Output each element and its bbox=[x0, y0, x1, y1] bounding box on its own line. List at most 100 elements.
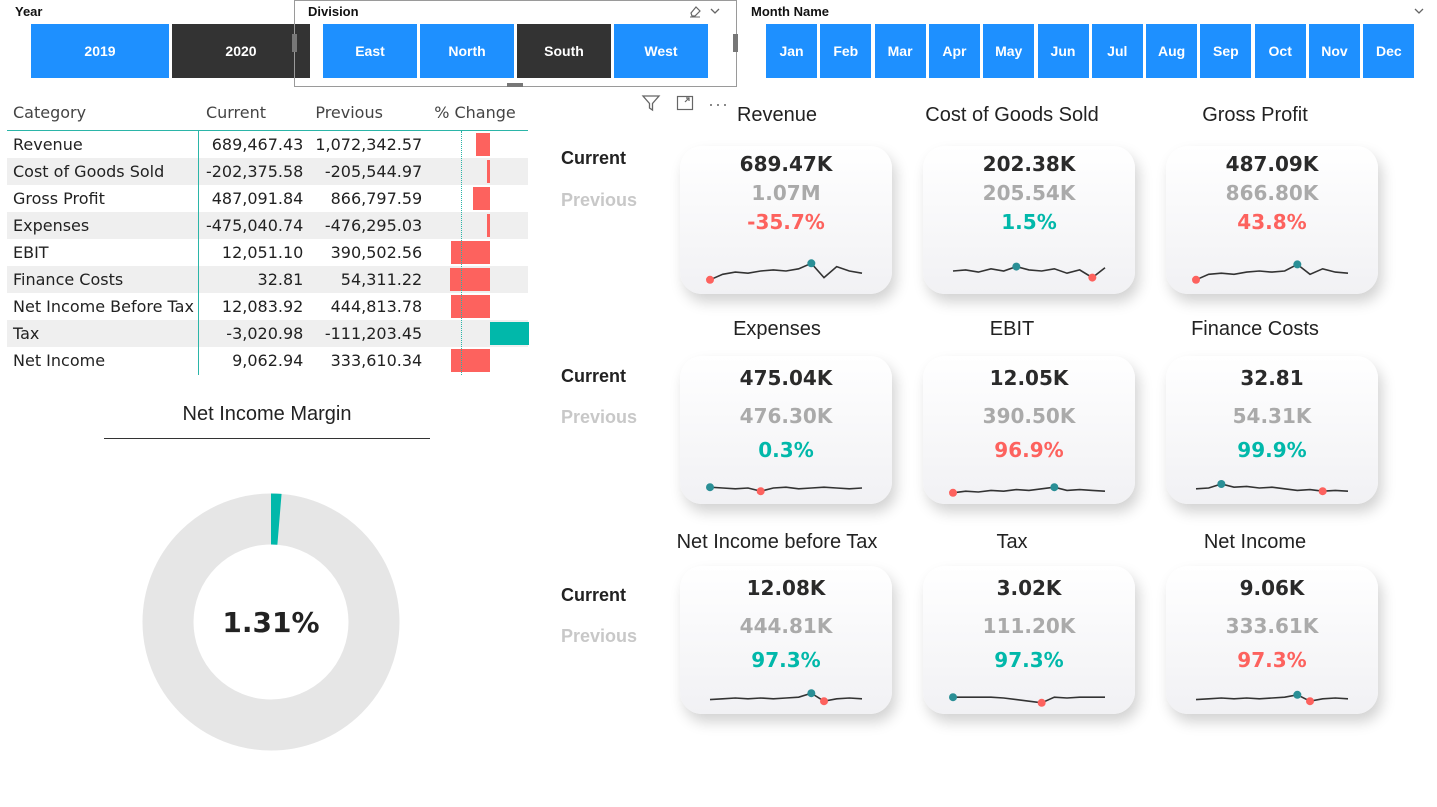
resize-handle-bottom[interactable] bbox=[507, 83, 523, 87]
pct-change-bar bbox=[487, 160, 491, 183]
sparkline-path bbox=[709, 692, 863, 703]
kpi-card[interactable]: 32.81 54.31K 99.9% bbox=[1166, 356, 1378, 504]
filter-icon[interactable] bbox=[641, 94, 661, 117]
kpi-card[interactable]: 9.06K 333.61K 97.3% bbox=[1166, 566, 1378, 714]
header-category[interactable]: Category bbox=[7, 94, 200, 131]
cell-previous: -476,295.03 bbox=[309, 212, 429, 239]
more-options-icon[interactable]: ··· bbox=[708, 94, 729, 114]
kpi-card[interactable]: 689.47K 1.07M -35.7% bbox=[680, 146, 892, 294]
matrix-row[interactable]: Revenue 689,467.43 1,072,342.57 bbox=[7, 131, 528, 159]
kpi-change-value: 96.9% bbox=[994, 438, 1064, 462]
pct-change-bar bbox=[490, 322, 530, 345]
division-option-north[interactable]: North bbox=[420, 24, 514, 78]
cell-current: -202,375.58 bbox=[199, 158, 310, 185]
division-option-south[interactable]: South bbox=[517, 24, 611, 78]
kpi-sparkline bbox=[706, 483, 863, 496]
month-option-may[interactable]: May bbox=[983, 24, 1035, 78]
kpi-current-value: 12.05K bbox=[989, 366, 1069, 390]
matrix-row[interactable]: Cost of Goods Sold -202,375.58 -205,544.97 bbox=[7, 158, 529, 185]
donut-title-underline bbox=[104, 438, 430, 439]
kpi-current-value: 487.09K bbox=[1225, 152, 1319, 176]
resize-handle-left[interactable] bbox=[292, 34, 297, 52]
month-slicer-title: Month Name bbox=[751, 4, 829, 19]
year-option-2020[interactable]: 2020 bbox=[172, 24, 310, 78]
sparkline-min-marker bbox=[1306, 697, 1314, 706]
kpi-card[interactable]: 202.38K 205.54K 1.5% bbox=[923, 146, 1135, 294]
month-option-aug[interactable]: Aug bbox=[1146, 24, 1198, 78]
cell-previous: -205,544.97 bbox=[309, 158, 429, 185]
previous-label: Previous bbox=[561, 407, 638, 427]
month-option-jun[interactable]: Jun bbox=[1037, 24, 1089, 78]
kpi-title: Revenue bbox=[736, 104, 818, 126]
header-current[interactable]: Current bbox=[199, 94, 310, 131]
matrix-row[interactable]: Tax -3,020.98 -111,203.45 bbox=[7, 320, 530, 347]
cell-pct-change bbox=[428, 293, 528, 320]
cell-category: Finance Costs bbox=[7, 266, 200, 293]
sparkline-max-marker bbox=[1050, 483, 1059, 492]
previous-label: Previous bbox=[561, 626, 638, 646]
sparkline-path bbox=[953, 696, 1105, 704]
resize-handle-right[interactable] bbox=[733, 34, 738, 52]
kpi-title: Gross Profit bbox=[1202, 104, 1308, 126]
sparkline-max-marker bbox=[706, 483, 714, 492]
cell-current: -3,020.98 bbox=[199, 320, 310, 347]
month-option-nov[interactable]: Nov bbox=[1309, 24, 1360, 78]
month-option-jan[interactable]: Jan bbox=[766, 24, 817, 78]
pct-change-bar bbox=[451, 241, 491, 264]
cell-current: 689,467.43 bbox=[211, 135, 304, 154]
pct-change-bar bbox=[451, 349, 491, 372]
eraser-icon[interactable] bbox=[688, 4, 702, 23]
pct-change-bar bbox=[450, 268, 491, 291]
matrix-row[interactable]: Net Income Before Tax 12,083.92 444,813.78 bbox=[7, 293, 528, 320]
cell-previous: 54,311.22 bbox=[309, 266, 429, 293]
kpi-card[interactable]: 12.05K 390.50K 96.9% bbox=[923, 356, 1135, 504]
cell-pct-change bbox=[428, 158, 529, 185]
month-option-sep[interactable]: Sep bbox=[1200, 24, 1252, 78]
kpi-card[interactable]: 12.08K 444.81K 97.3% bbox=[680, 566, 892, 714]
month-option-feb[interactable]: Feb bbox=[820, 24, 872, 78]
year-option-2019[interactable]: 2019 bbox=[31, 24, 169, 78]
division-slicer-title: Division bbox=[308, 4, 359, 19]
month-option-mar[interactable]: Mar bbox=[874, 24, 926, 78]
kpi-current-value: 12.08K bbox=[746, 576, 826, 600]
kpi-sparkline bbox=[1195, 690, 1349, 706]
cell-current: 9,062.94 bbox=[232, 351, 304, 370]
pct-change-bar bbox=[475, 133, 491, 156]
matrix-row[interactable]: EBIT 12,051.10 390,502.56 bbox=[7, 239, 528, 266]
matrix-row[interactable]: Expenses -475,040.74 -476,295.03 bbox=[7, 212, 529, 239]
chevron-down-icon[interactable] bbox=[709, 3, 721, 21]
cell-category: Net Income Before Tax bbox=[13, 297, 194, 316]
pnl-matrix: Category Current Previous % Change Reven… bbox=[7, 94, 530, 374]
cell-category: Expenses bbox=[7, 212, 200, 239]
header-pct-change[interactable]: % Change bbox=[428, 94, 529, 131]
header-previous[interactable]: Previous bbox=[309, 94, 429, 131]
cell-current: 487,091.84 bbox=[211, 189, 304, 208]
previous-label: Previous bbox=[561, 190, 638, 210]
cell-pct-change bbox=[428, 347, 528, 374]
sparkline-min-marker bbox=[756, 487, 765, 496]
kpi-sparkline bbox=[949, 693, 1105, 707]
division-option-east[interactable]: East bbox=[323, 24, 417, 78]
kpi-previous-value: 866.80K bbox=[1225, 181, 1319, 205]
cell-previous: 444,813.78 bbox=[330, 297, 423, 316]
matrix-row[interactable]: Finance Costs 32.81 54,311.22 bbox=[7, 266, 529, 293]
matrix-row[interactable]: Net Income 9,062.94 333,610.34 bbox=[7, 347, 528, 374]
month-option-dec[interactable]: Dec bbox=[1363, 24, 1415, 78]
cell-current: 32.81 bbox=[199, 266, 310, 293]
kpi-card[interactable]: 487.09K 866.80K 43.8% bbox=[1166, 146, 1378, 294]
division-option-west[interactable]: West bbox=[614, 24, 708, 78]
chevron-down-icon[interactable] bbox=[1413, 3, 1425, 21]
cell-category: Tax bbox=[7, 320, 200, 347]
kpi-current-value: 202.38K bbox=[982, 152, 1076, 176]
month-option-oct[interactable]: Oct bbox=[1254, 24, 1306, 78]
month-option-apr[interactable]: Apr bbox=[928, 24, 980, 78]
kpi-card[interactable]: 3.02K 111.20K 97.3% bbox=[923, 566, 1135, 714]
month-option-jul[interactable]: Jul bbox=[1091, 24, 1143, 78]
kpi-title: Expenses bbox=[733, 318, 821, 340]
matrix-row[interactable]: Gross Profit 487,091.84 866,797.59 bbox=[7, 185, 528, 212]
focus-mode-icon[interactable] bbox=[676, 95, 694, 116]
sparkline-max-marker bbox=[1293, 690, 1302, 699]
kpi-title: Cost of Goods Sold bbox=[925, 104, 1099, 126]
kpi-card[interactable]: 475.04K 476.30K 0.3% bbox=[680, 356, 892, 504]
net-income-margin-donut bbox=[142, 493, 400, 751]
